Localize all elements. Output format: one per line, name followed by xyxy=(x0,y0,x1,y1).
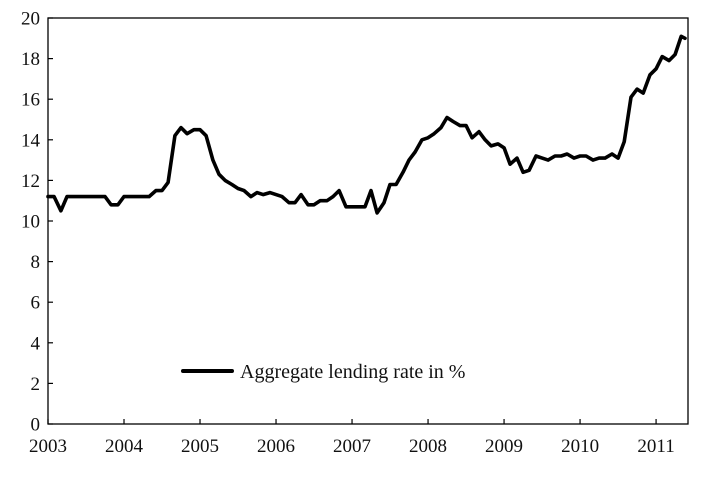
y-tick-label: 8 xyxy=(31,252,41,273)
x-tick-label: 2007 xyxy=(333,436,371,457)
x-tick-label: 2003 xyxy=(29,436,67,457)
x-tick-label: 2008 xyxy=(409,436,447,457)
x-tick-label: 2011 xyxy=(637,436,674,457)
y-tick-label: 14 xyxy=(21,130,41,151)
y-tick-label: 18 xyxy=(21,49,40,70)
y-tick-label: 16 xyxy=(21,90,40,111)
y-tick-label: 2 xyxy=(31,374,41,395)
x-tick-label: 2010 xyxy=(561,436,599,457)
y-tick-label: 10 xyxy=(21,212,40,233)
y-tick-label: 4 xyxy=(31,333,41,354)
y-tick-label: 20 xyxy=(21,9,40,30)
y-tick-label: 6 xyxy=(31,293,41,314)
y-axis: 0 2 4 6 8 10 12 14 16 18 20 xyxy=(21,9,53,436)
legend-label: Aggregate lending rate in % xyxy=(240,361,465,383)
legend: Aggregate lending rate in % xyxy=(181,361,465,383)
series-line xyxy=(46,34,687,215)
x-axis: 2003 2004 2005 2006 2007 2008 2009 2010 2011 xyxy=(29,419,675,457)
x-tick-label: 2006 xyxy=(257,436,295,457)
series-layer xyxy=(46,34,687,215)
x-tick-label: 2009 xyxy=(485,436,523,457)
x-tick-label: 2004 xyxy=(105,436,144,457)
x-tick-label: 2005 xyxy=(181,436,219,457)
y-tick-label: 12 xyxy=(21,171,40,192)
y-tick-label: 0 xyxy=(31,415,41,436)
